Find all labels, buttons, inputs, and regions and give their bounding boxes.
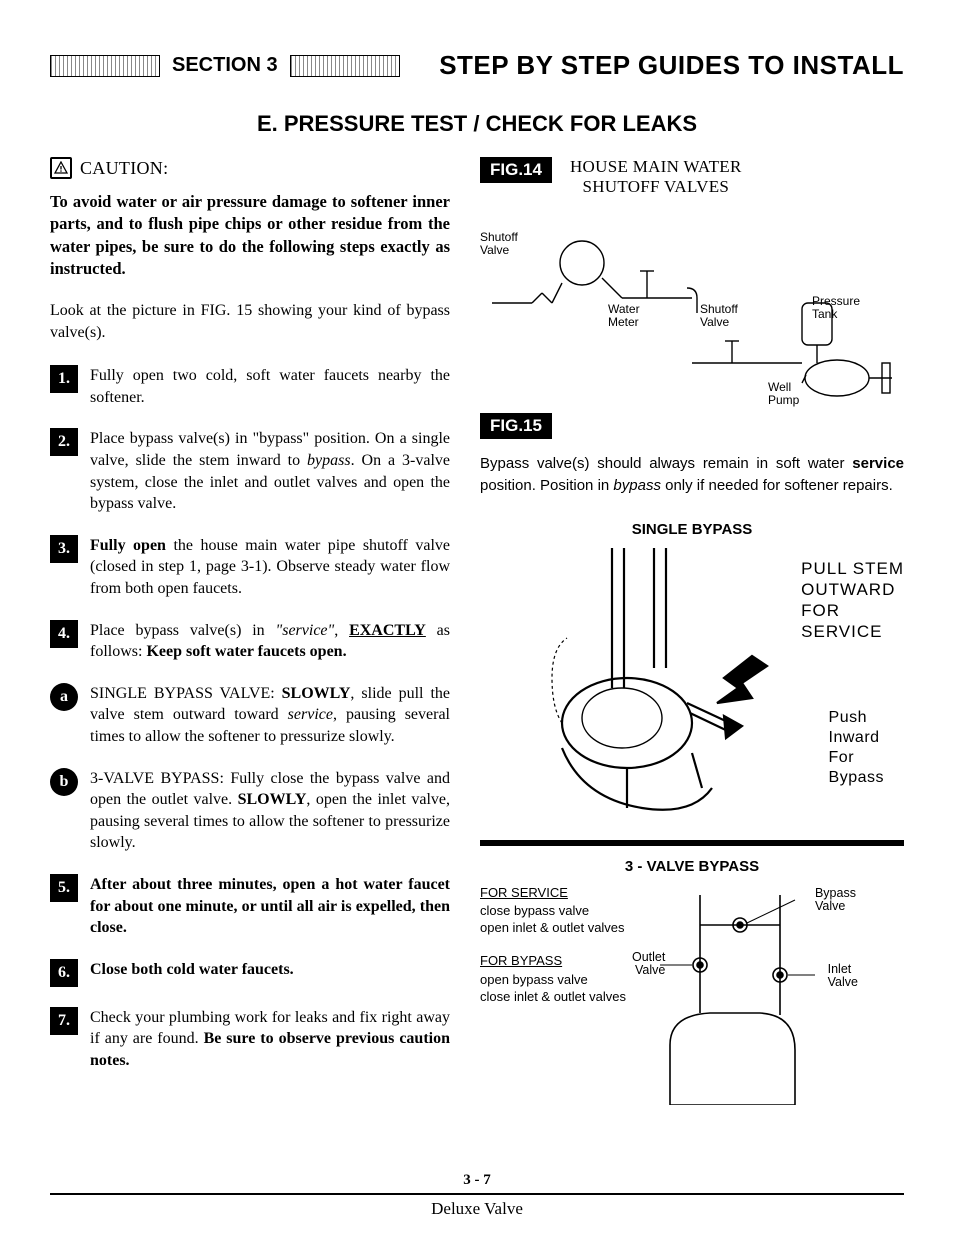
page-header: SECTION 3 STEP BY STEP GUIDES TO INSTALL (50, 50, 904, 81)
step-body: Place bypass valve(s) in "service", EXAC… (90, 620, 450, 663)
three-valve-outlet-label: Outlet Valve (632, 951, 665, 979)
step-marker: b (50, 768, 78, 796)
page-footer: 3 - 7 Deluxe Valve (50, 1172, 904, 1219)
step-marker: 5. (50, 874, 78, 902)
right-column: FIG.14 HOUSE MAIN WATER SHUTOFF VALVES (480, 157, 904, 1105)
three-valve-service-head: FOR SERVICE (480, 885, 626, 902)
three-valve-bypass-head: FOR BYPASS (480, 953, 626, 970)
step-9: 7. Check your plumbing work for leaks and… (50, 1007, 450, 1072)
single-bypass-diagram: PULL STEM OUTWARD FOR SERVICE Push Inwar… (480, 548, 904, 828)
step-body: 3-VALVE BYPASS: Fully close the bypass v… (90, 768, 450, 854)
section-label: SECTION 3 (172, 54, 278, 77)
step-1: 1. Fully open two cold, soft water faucet… (50, 365, 450, 408)
step-2: 2. Place bypass valve(s) in "bypass" posi… (50, 428, 450, 514)
header-hatch-left (50, 55, 160, 77)
page-number: 3 - 7 (50, 1172, 904, 1189)
fig14-title: HOUSE MAIN WATER SHUTOFF VALVES (570, 157, 742, 197)
step-7: 5. After about three minutes, open a hot … (50, 874, 450, 939)
three-valve-diagram: Bypass Valve Outlet Valve Inlet Valve (640, 885, 850, 1105)
three-valve-bypass-l1: open bypass valve (480, 972, 588, 987)
step-5: a SINGLE BYPASS VALVE: SLOWLY, slide pull… (50, 683, 450, 748)
fig15-caption: Bypass valve(s) should always remain in … (480, 453, 904, 497)
single-bypass-heading: SINGLE BYPASS (480, 521, 904, 538)
fig14-label-pressure-tank: Pressure Tank (812, 295, 860, 321)
fig14-label-shutoff-valve-2: Shutoff Valve (700, 303, 738, 329)
header-hatch-right (290, 55, 400, 77)
step-marker: 1. (50, 365, 78, 393)
fig14-diagram: Shutoff Valve Water Meter Shutoff Valve … (480, 203, 904, 403)
three-valve-heading: 3 - VALVE BYPASS (480, 858, 904, 875)
section-divider (480, 840, 904, 846)
fig14-label-water-meter: Water Meter (608, 303, 640, 329)
caution-heading: CAUTION: (50, 157, 450, 179)
step-4: 4. Place bypass valve(s) in "service", EX… (50, 620, 450, 663)
step-body: Fully open two cold, soft water faucets … (90, 365, 450, 408)
three-valve-instructions: FOR SERVICE close bypass valve open inle… (480, 885, 626, 1022)
step-marker: 3. (50, 535, 78, 563)
left-column: CAUTION: To avoid water or air pressure … (50, 157, 450, 1105)
step-body: Close both cold water faucets. (90, 959, 294, 987)
fig14-title-line1: HOUSE MAIN WATER (570, 157, 742, 176)
three-valve-bypass-l2: close inlet & outlet valves (480, 989, 626, 1004)
footer-text: Deluxe Valve (50, 1193, 904, 1219)
three-valve-inlet-label: Inlet Valve (828, 963, 858, 991)
page-main-title: STEP BY STEP GUIDES TO INSTALL (439, 50, 904, 81)
caution-label: CAUTION: (80, 158, 168, 179)
fig14-label: FIG.14 (480, 157, 552, 183)
fig15-label: FIG.15 (480, 413, 552, 439)
step-body: Check your plumbing work for leaks and f… (90, 1007, 450, 1072)
step-body: Fully open the house main water pipe shu… (90, 535, 450, 600)
step-body: Place bypass valve(s) in "bypass" positi… (90, 428, 450, 514)
three-valve-service-l1: close bypass valve (480, 903, 589, 918)
fig14-title-line2: SHUTOFF VALVES (582, 177, 729, 196)
steps-list: 1. Fully open two cold, soft water faucet… (50, 365, 450, 1071)
fig14-label-shutoff-valve: Shutoff Valve (480, 231, 518, 257)
single-bypass-push-label: Push Inward For Bypass (829, 708, 884, 788)
step-8: 6. Close both cold water faucets. (50, 959, 450, 987)
intro-text: Look at the picture in FIG. 15 showing y… (50, 300, 450, 343)
step-body: After about three minutes, open a hot wa… (90, 874, 450, 939)
step-marker: 4. (50, 620, 78, 648)
step-marker: 7. (50, 1007, 78, 1035)
step-6: b 3-VALVE BYPASS: Fully close the bypass … (50, 768, 450, 854)
step-marker: 2. (50, 428, 78, 456)
single-bypass-pull-label: PULL STEM OUTWARD FOR SERVICE (801, 558, 904, 643)
subsection-title: E. PRESSURE TEST / CHECK FOR LEAKS (50, 111, 904, 137)
three-valve-service-l2: open inlet & outlet valves (480, 920, 625, 935)
fig14-label-well-pump: Well Pump (768, 381, 799, 407)
three-valve-bypass-valve-label: Bypass Valve (815, 887, 856, 915)
step-3: 3. Fully open the house main water pipe s… (50, 535, 450, 600)
caution-body: To avoid water or air pressure damage to… (50, 191, 450, 280)
warning-icon (50, 157, 72, 179)
step-marker: a (50, 683, 78, 711)
step-marker: 6. (50, 959, 78, 987)
step-body: SINGLE BYPASS VALVE: SLOWLY, slide pull … (90, 683, 450, 748)
